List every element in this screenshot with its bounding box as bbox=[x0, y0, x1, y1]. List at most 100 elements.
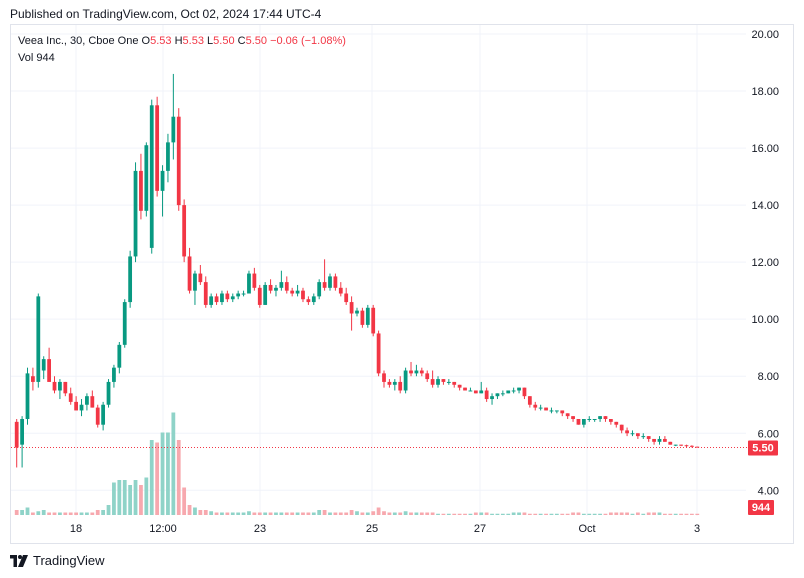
ohlc-legend: Veea Inc., 30, Cboe One O5.53 H5.53 L5.5… bbox=[18, 35, 346, 47]
volume-bar bbox=[284, 512, 289, 515]
close-label: C bbox=[237, 35, 246, 47]
volume-bar bbox=[155, 442, 160, 515]
candle-body bbox=[608, 419, 613, 422]
volume-bar bbox=[571, 512, 575, 515]
volume-bar bbox=[311, 512, 316, 515]
volume-bar bbox=[279, 512, 284, 515]
candle-body bbox=[193, 273, 197, 291]
time-tick-label: Oct bbox=[578, 523, 595, 535]
candle-body bbox=[139, 170, 143, 211]
volume-bar bbox=[511, 512, 516, 515]
volume-bar bbox=[230, 512, 235, 515]
candle-body bbox=[284, 282, 289, 291]
candle-body bbox=[560, 410, 565, 414]
candle-body bbox=[652, 438, 656, 442]
volume-bar bbox=[641, 513, 646, 515]
volume-bar bbox=[533, 513, 538, 515]
volume-bar bbox=[403, 511, 408, 515]
volume-bar bbox=[328, 512, 332, 515]
candle-body bbox=[31, 376, 35, 382]
candle-body bbox=[603, 416, 608, 419]
volume-bar bbox=[182, 487, 187, 515]
brand-name: TradingView bbox=[33, 553, 105, 568]
volume-bar bbox=[495, 513, 500, 515]
candle-body bbox=[322, 282, 327, 288]
candle-body bbox=[392, 381, 397, 385]
candle-body bbox=[517, 387, 521, 391]
candle-body bbox=[171, 116, 176, 143]
volume-bar bbox=[625, 512, 629, 515]
candle-body bbox=[328, 276, 332, 288]
volume-bar bbox=[349, 510, 354, 515]
volume-bar bbox=[63, 512, 68, 515]
volume-bar bbox=[74, 512, 79, 515]
candle-body bbox=[236, 293, 241, 297]
volume-bar bbox=[376, 507, 381, 515]
price-tick-label: 8.00 bbox=[758, 371, 779, 383]
volume-bar bbox=[36, 511, 41, 515]
last-volume-label: 944 bbox=[752, 502, 771, 514]
candle-body bbox=[203, 282, 208, 305]
candle-body bbox=[506, 390, 511, 394]
candle-body bbox=[592, 419, 597, 420]
candle-body bbox=[468, 390, 473, 392]
candle-body bbox=[25, 373, 30, 419]
volume-bar bbox=[679, 513, 683, 515]
volume-bar bbox=[301, 512, 305, 515]
volume-bar bbox=[463, 513, 467, 515]
candle-body bbox=[160, 170, 165, 191]
symbol-label[interactable]: Veea Inc., 30, Cboe One bbox=[18, 35, 139, 47]
candle-body bbox=[500, 393, 505, 395]
volume-bar bbox=[68, 512, 73, 515]
candle-body bbox=[549, 410, 554, 412]
candle-body bbox=[533, 404, 538, 408]
candle-body bbox=[355, 310, 359, 314]
volume-bar bbox=[85, 512, 89, 515]
candle-body bbox=[47, 359, 52, 382]
time-tick-label: 27 bbox=[474, 523, 486, 535]
candle-body bbox=[58, 381, 62, 391]
candle-body bbox=[436, 379, 440, 385]
last-price-badge: 5.50 bbox=[748, 440, 778, 456]
candle-body bbox=[349, 302, 354, 314]
volume-bar bbox=[106, 505, 111, 515]
volume-bar bbox=[614, 512, 619, 515]
candle-body bbox=[619, 424, 624, 431]
time-tick-label: 25 bbox=[366, 523, 378, 535]
volume-bar bbox=[500, 513, 505, 515]
volume-bar bbox=[41, 510, 46, 515]
candle-body bbox=[490, 396, 494, 400]
candle-body bbox=[90, 396, 95, 408]
volume-bar bbox=[619, 512, 624, 515]
tradingview-brand[interactable]: TradingView bbox=[10, 553, 105, 568]
candle-body bbox=[290, 290, 295, 294]
candle-body bbox=[155, 105, 160, 191]
candle-body bbox=[527, 396, 532, 405]
volume-bar bbox=[392, 512, 397, 515]
candle-body bbox=[565, 413, 570, 417]
volume-bar bbox=[252, 512, 257, 515]
candle-body bbox=[479, 390, 484, 394]
volume-bar bbox=[338, 512, 343, 515]
candle-body bbox=[252, 273, 257, 288]
price-tick-label: 16.00 bbox=[751, 143, 779, 155]
volume-bar bbox=[668, 513, 673, 515]
candle-body bbox=[538, 407, 543, 409]
candle-body bbox=[295, 290, 300, 294]
volume-bar bbox=[95, 510, 100, 515]
candle-body bbox=[301, 290, 305, 300]
candle-body bbox=[630, 433, 635, 435]
candle-body bbox=[576, 419, 581, 425]
volume-bar bbox=[409, 512, 413, 515]
candle-body bbox=[95, 407, 100, 425]
candle-body bbox=[144, 145, 149, 211]
volume-bar bbox=[203, 510, 208, 515]
candles bbox=[14, 73, 700, 468]
candle-body bbox=[166, 142, 170, 171]
candle-body bbox=[263, 284, 268, 305]
volume-bar bbox=[657, 512, 662, 515]
candle-body bbox=[441, 379, 446, 382]
candle-body bbox=[182, 205, 187, 257]
candle-body bbox=[690, 445, 694, 447]
